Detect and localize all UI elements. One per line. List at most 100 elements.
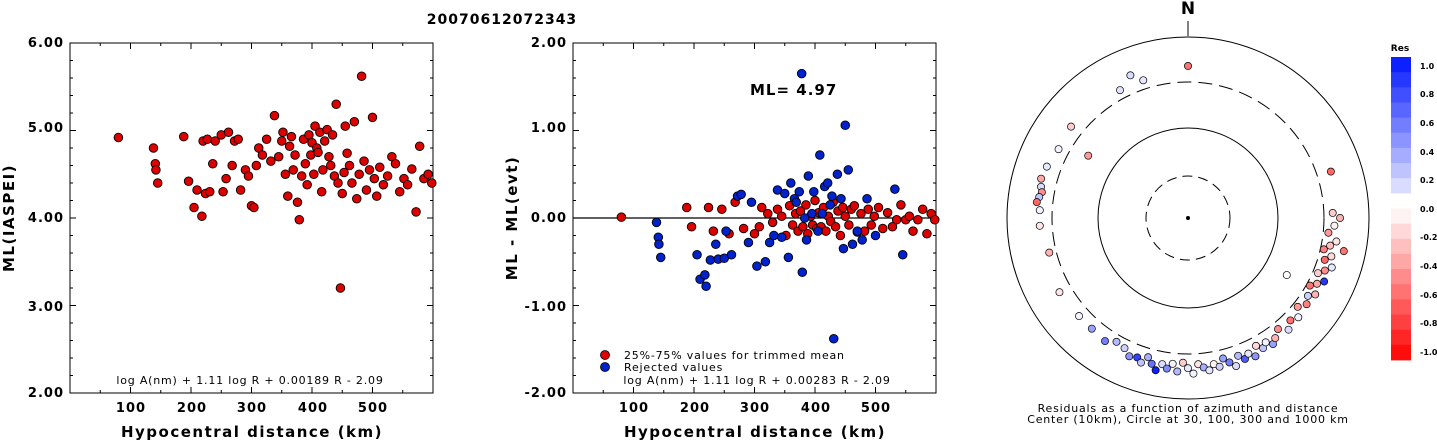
- station-point: [1219, 354, 1227, 363]
- data-point: [815, 150, 825, 160]
- station-point: [1045, 248, 1054, 257]
- station-point: [1162, 364, 1171, 373]
- station-point: [1251, 352, 1260, 361]
- data-point: [866, 220, 877, 230]
- data-point: [327, 130, 338, 140]
- colorbar-tick: 0.6: [1420, 119, 1435, 128]
- legend-marker-rejected: [600, 362, 610, 372]
- y-tick-label: 6.00: [28, 36, 64, 51]
- colorbar-tick: -1.0: [1420, 348, 1437, 357]
- data-point: [318, 165, 328, 175]
- data-point: [310, 121, 320, 131]
- data-point: [148, 143, 159, 153]
- data-point: [335, 283, 346, 293]
- data-point: [803, 171, 814, 181]
- data-point: [288, 165, 298, 175]
- y-tick-label: 2.00: [531, 36, 567, 51]
- data-point: [692, 249, 702, 260]
- data-point: [681, 202, 692, 213]
- data-point: [813, 226, 823, 236]
- data-point: [852, 226, 863, 236]
- data-point: [371, 191, 382, 201]
- station-point: [1319, 245, 1328, 254]
- colorbar-cell: [1391, 253, 1411, 270]
- data-point: [757, 202, 767, 213]
- station-point: [1137, 358, 1145, 367]
- station-point: [1184, 364, 1192, 373]
- data-point: [797, 267, 808, 278]
- station-point: [1075, 312, 1083, 321]
- page-title: 20070612072343: [427, 12, 577, 28]
- x-tick-label: 300: [740, 401, 770, 416]
- data-point: [344, 160, 355, 171]
- data-point: [838, 202, 848, 213]
- station-point: [1326, 241, 1335, 250]
- colorbar-cell: [1391, 314, 1411, 331]
- data-point: [223, 127, 234, 137]
- data-points: [616, 68, 940, 344]
- colorbar-cell: [1391, 163, 1411, 179]
- data-point: [791, 197, 801, 207]
- colorbar-cell: [1391, 132, 1411, 149]
- station-point: [1274, 325, 1282, 334]
- data-point: [752, 261, 762, 271]
- data-point: [352, 193, 362, 204]
- y-tick-label: -2.00: [525, 386, 567, 401]
- data-point: [427, 178, 437, 188]
- data-point: [749, 228, 760, 239]
- data-point: [807, 208, 817, 219]
- data-point: [796, 68, 807, 79]
- data-point: [319, 136, 330, 146]
- data-point: [801, 235, 812, 245]
- data-point: [369, 173, 380, 184]
- colorbar: Res 1.0 0.8 0.6 0.4 0.2 0.0 -0.2 -0.4 -0…: [1391, 44, 1437, 361]
- data-point: [840, 211, 851, 221]
- station-point: [1313, 279, 1321, 288]
- colorbar-cell: [1391, 87, 1411, 103]
- data-point: [359, 156, 369, 166]
- x-tick-label: 100: [116, 401, 146, 416]
- station-point: [1339, 247, 1348, 256]
- data-point: [651, 217, 662, 228]
- chart-ml-iaspei: 2.00 3.00 4.00 5.00 6.00 100 200 300 400…: [0, 36, 437, 441]
- data-point: [280, 169, 291, 179]
- data-point: [922, 228, 932, 239]
- x-tick-label: 500: [358, 401, 388, 416]
- data-point: [233, 134, 243, 144]
- colorbar-tick: -0.8: [1420, 319, 1437, 328]
- data-point: [367, 112, 378, 123]
- station-point: [1147, 359, 1156, 368]
- data-point: [736, 189, 746, 200]
- ring-100km: [1097, 127, 1279, 309]
- data-point: [304, 130, 314, 140]
- data-point: [743, 237, 754, 248]
- tick-marks: [573, 43, 936, 393]
- data-point: [277, 136, 287, 146]
- data-point: [227, 160, 237, 171]
- data-point: [197, 211, 207, 221]
- ml-annotation: ML= 4.97: [750, 81, 837, 99]
- station-point: [1225, 358, 1234, 367]
- x-axis-label: Hypocentral distance (km): [624, 423, 886, 441]
- data-point: [930, 214, 940, 225]
- data-point: [847, 239, 858, 249]
- data-point: [331, 99, 341, 109]
- station-point: [1234, 351, 1243, 360]
- station-point: [1144, 353, 1153, 362]
- data-point: [210, 136, 220, 146]
- center-point: [1186, 216, 1190, 220]
- data-point: [313, 147, 323, 158]
- data-point: [830, 221, 841, 232]
- colorbar-cell: [1391, 344, 1411, 361]
- station-point: [1067, 122, 1075, 131]
- station-point: [1101, 337, 1109, 345]
- data-point: [251, 160, 262, 171]
- station-point: [1032, 198, 1041, 207]
- station-point: [1332, 237, 1341, 246]
- data-point: [817, 208, 828, 219]
- y-tick-label: 4.00: [28, 211, 64, 226]
- data-point: [857, 235, 867, 245]
- colorbar-cell: [1391, 284, 1411, 300]
- colorbar-cell: [1391, 329, 1411, 346]
